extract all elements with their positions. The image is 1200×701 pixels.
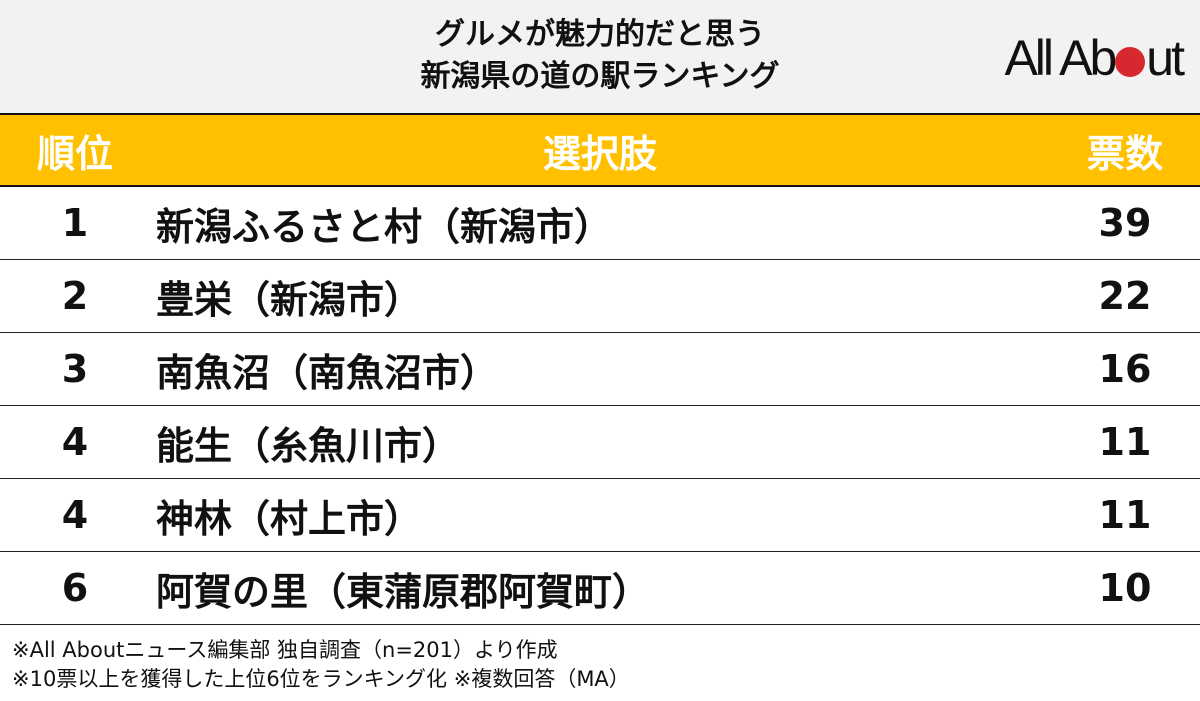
votes-cell: 39 [1098,201,1152,245]
column-header-rank: 順位 [36,131,113,176]
footnote-method: ※10票以上を獲得した上位6位をランキング化 ※複数回答（MA） [12,667,630,691]
choice-cell: 豊栄（新潟市） [156,277,423,322]
choice-cell: 阿賀の里（東蒲原郡阿賀町） [156,569,651,614]
choice-cell: 南魚沼（南魚沼市） [156,350,499,395]
table-row: 1 新潟ふるさと村（新潟市） 39 [0,187,1200,260]
title-line-2: 新潟県の道の駅ランキング [420,59,780,94]
choice-cell: 神林（村上市） [156,496,423,541]
footnotes: ※All Aboutニュース編集部 独自調査（n=201）より作成 ※10票以上… [12,636,630,694]
votes-cell: 10 [1098,566,1152,610]
table-body: 1 新潟ふるさと村（新潟市） 39 2 豊栄（新潟市） 22 3 南魚沼（南魚沼市） 16 4 能生… [0,187,1200,625]
votes-cell: 22 [1098,274,1152,318]
votes-cell: 11 [1098,420,1152,464]
title-line-1: グルメが魅力的だと思う [435,17,765,52]
rank-cell: 2 [61,274,89,318]
footnote-source: ※All Aboutニュース編集部 独自調査（n=201）より作成 [12,638,558,662]
rank-cell: 1 [61,201,89,245]
table-row: 6 阿賀の里（東蒲原郡阿賀町） 10 [0,552,1200,625]
rank-cell: 3 [61,347,89,391]
table-row: 4 能生（糸魚川市） 11 [0,406,1200,479]
rank-cell: 4 [61,493,89,537]
votes-cell: 11 [1098,493,1152,537]
all-about-logo: All Ab ut [1004,30,1185,86]
table-row: 3 南魚沼（南魚沼市） 16 [0,333,1200,406]
choice-cell: 新潟ふるさと村（新潟市） [156,204,613,249]
column-header-choice: 選択肢 [542,131,657,176]
table-row: 4 神林（村上市） 11 [0,479,1200,552]
page-title: グルメが魅力的だと思う 新潟県の道の駅ランキング [0,14,1200,98]
table-row: 2 豊栄（新潟市） 22 [0,260,1200,333]
choice-cell: 能生（糸魚川市） [156,423,461,468]
table-header: 順位 選択肢 票数 [0,115,1200,187]
rank-cell: 4 [61,420,89,464]
title-bar: グルメが魅力的だと思う 新潟県の道の駅ランキング All Ab ut [0,0,1200,115]
votes-cell: 16 [1098,347,1152,391]
column-header-votes: 票数 [1086,131,1163,176]
rank-cell: 6 [61,566,89,610]
